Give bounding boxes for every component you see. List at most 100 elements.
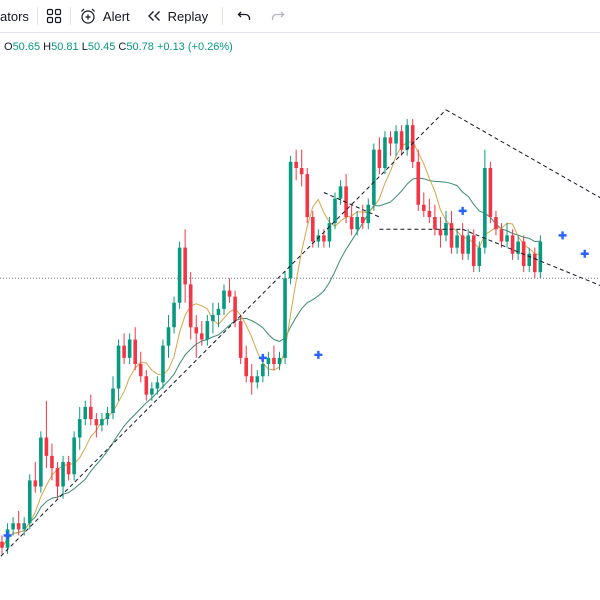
candle-body (294, 161, 298, 168)
candle-body (360, 217, 365, 224)
candle-body (372, 149, 376, 205)
candle-body (116, 345, 121, 389)
redo-arrow-icon (269, 9, 285, 23)
candle-body (333, 198, 337, 224)
candle-body (416, 161, 421, 205)
candle-body (55, 468, 60, 487)
alarm-clock-plus-icon (79, 7, 97, 25)
candle-body (94, 419, 99, 426)
undo-button[interactable] (237, 0, 253, 33)
candle-body (355, 217, 359, 230)
candle-body (144, 376, 149, 395)
candle-body (194, 327, 199, 334)
replay-button[interactable]: Replay (146, 0, 208, 33)
toolbar-divider (36, 7, 38, 25)
candle-body (50, 455, 54, 469)
indicators-button[interactable]: ators (0, 0, 29, 33)
signal-marker (580, 249, 589, 258)
signal-marker (458, 206, 467, 215)
candle-body (322, 235, 326, 242)
candle-body (249, 376, 254, 383)
trend-line (323, 192, 380, 218)
signal-marker (3, 531, 12, 540)
signal-marker (314, 350, 323, 359)
toolbar-divider (69, 7, 71, 25)
top-toolbar: ators Alert Replay (0, 0, 600, 33)
candle-body (233, 296, 237, 322)
open-key: O (4, 41, 13, 53)
candle-body (200, 333, 204, 340)
signal-marker (558, 231, 567, 240)
candle-body (516, 241, 520, 254)
candle-body (288, 161, 293, 279)
candle-body (466, 235, 470, 254)
candle-body (455, 235, 459, 248)
candle-body (433, 217, 437, 230)
candle-body (22, 523, 26, 530)
price-chart[interactable] (0, 60, 600, 600)
candle-body (405, 125, 409, 150)
fast-moving-average-line (1, 140, 541, 549)
candle-body (383, 137, 387, 168)
candle-body (0, 541, 4, 548)
candle-body (27, 480, 32, 524)
trend-line (462, 228, 600, 286)
candle-body (538, 241, 543, 273)
signal-marker (258, 353, 267, 362)
candle-body (177, 247, 182, 303)
candle-body (471, 235, 476, 266)
candle-body (205, 321, 210, 340)
close-value: 50.78 (126, 41, 154, 53)
low-key: L (81, 41, 88, 53)
candle-body (133, 339, 137, 364)
candle-body (277, 357, 282, 364)
ohlc-legend: O50.65 H50.81 L50.45 C50.78 +0.13 (+0.26… (4, 41, 233, 53)
candle-body (150, 388, 154, 395)
candle-body (483, 168, 487, 248)
slow-moving-average-line (1, 177, 541, 549)
candle-body (72, 437, 76, 475)
rewind-icon (146, 9, 162, 23)
candle-body (349, 217, 354, 230)
candle-body (89, 406, 93, 420)
indicators-label: ators (0, 8, 29, 24)
low-value: 50.45 (87, 41, 116, 53)
candle-body (394, 131, 398, 144)
candle-body (527, 253, 532, 266)
candle-body (16, 523, 21, 530)
redo-button[interactable] (269, 0, 285, 33)
candle-body (388, 137, 393, 144)
candle-body (299, 168, 304, 175)
candle-body (222, 290, 226, 309)
candle-body (505, 235, 509, 242)
candle-body (77, 419, 82, 438)
candle-body (244, 357, 248, 377)
candle-body (266, 357, 271, 364)
candle-body (161, 345, 165, 383)
trend-line (445, 109, 600, 199)
candle-body (510, 235, 515, 254)
candle-body (211, 315, 215, 322)
toolbar-divider (222, 7, 224, 25)
candle-body (155, 382, 160, 389)
candle-body (11, 523, 15, 530)
layouts-button[interactable] (46, 0, 62, 33)
candle-body (100, 419, 104, 426)
candle-body (33, 480, 38, 487)
candle-body (533, 253, 537, 273)
candle-body (305, 174, 310, 217)
candle-body (499, 229, 504, 242)
candle-body (261, 364, 265, 377)
candle-body (44, 437, 49, 456)
alert-label: Alert (102, 8, 130, 24)
candle-body (39, 437, 43, 487)
candle-body (216, 308, 221, 315)
candle-body (427, 210, 432, 217)
candle-body (105, 413, 110, 420)
candle-body (166, 327, 171, 346)
candle-body (66, 462, 71, 475)
alert-button[interactable]: Alert (79, 0, 130, 33)
candle-body (488, 168, 493, 217)
candle-body (399, 131, 404, 150)
candle-body (83, 406, 88, 420)
